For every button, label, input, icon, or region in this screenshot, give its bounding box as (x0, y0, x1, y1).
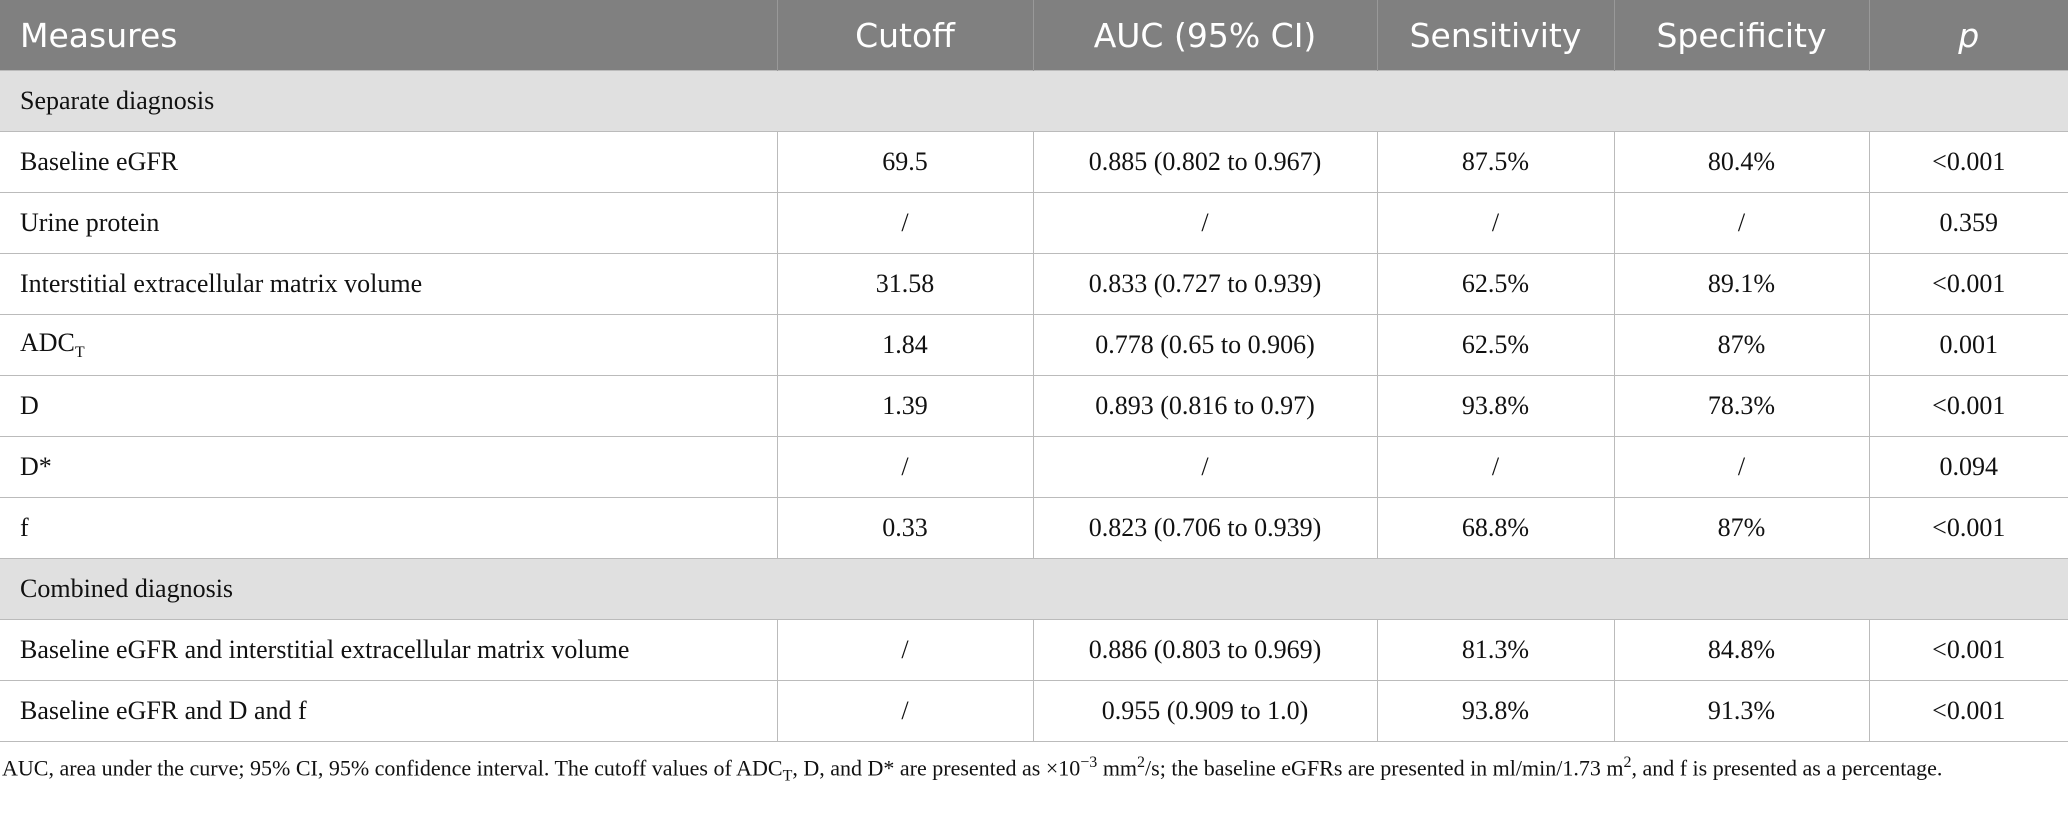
cell: ADCT (0, 314, 778, 376)
cell: 0.886 (0.803 to 0.969) (1032, 619, 1378, 681)
data-row: Interstitial extracellular matrix volume… (0, 253, 2068, 315)
header-cell: Specificity (1614, 0, 1870, 71)
cell: Urine protein (0, 192, 778, 254)
header-row: Measures Cutoff AUC (95% CI) Sensitivity Spe… (0, 0, 2068, 71)
cell: <0.001 (1868, 619, 2068, 681)
footnote-text: , D, and D* are presented as ×10 (792, 755, 1081, 781)
cell: <0.001 (1868, 253, 2068, 315)
cell: 91.3% (1613, 680, 1870, 742)
cell: 31.58 (776, 253, 1034, 315)
cell: 69.5 (776, 131, 1034, 193)
cell: D* (0, 436, 778, 498)
cell: 93.8% (1376, 680, 1615, 742)
cell: / (1376, 192, 1615, 254)
footnote-sup: 2 (1137, 754, 1146, 771)
data-row: Baseline eGFR and interstitial extracell… (0, 619, 2068, 681)
cell: 80.4% (1613, 131, 1870, 193)
footnote-sup: 2 (1623, 754, 1632, 771)
cell: Baseline eGFR and interstitial extracell… (0, 619, 778, 681)
cell: 0.955 (0.909 to 1.0) (1032, 680, 1378, 742)
data-row: Urine protein / / //0.359 (0, 192, 2068, 254)
cell: / (1032, 192, 1378, 254)
cell: / (1376, 436, 1615, 498)
cell: <0.001 (1868, 680, 2068, 742)
section-title: Combined diagnosis (0, 558, 2068, 620)
cell: 0.33 (776, 497, 1034, 559)
cell: Baseline eGFR and D and f (0, 680, 778, 742)
header-cell: Cutoff (777, 0, 1034, 71)
data-row: ADCT 1.84 0.778 (0.65 to 0.906) 62.5% 87% 0.0… (0, 314, 2068, 376)
cell: 0.778 (0.65 to 0.906) (1032, 314, 1378, 376)
cell: 0.823 (0.706 to 0.939) (1032, 497, 1378, 559)
cell: 1.84 (776, 314, 1034, 376)
header-cell: p (1869, 0, 2068, 71)
data-row: D 1.39 0.893 (0.816 to 0.97) 93.8% 78.3% <0.0… (0, 375, 2068, 437)
cell: 0.001 (1868, 314, 2068, 376)
section-row: Combined diagnosis (0, 558, 2068, 620)
cell: 81.3% (1376, 619, 1615, 681)
data-row: Baseline eGFR 69.5 0.885 (0.802 to 0.967) 8… (0, 131, 2068, 193)
cell: Baseline eGFR (0, 131, 778, 193)
table-body: Separate diagnosis Baseline eGFR 69.5 0.885… (0, 70, 2068, 742)
cell: <0.001 (1868, 375, 2068, 437)
cell: D (0, 375, 778, 437)
cell: 87% (1613, 314, 1870, 376)
cell: / (776, 619, 1034, 681)
footnote: AUC, area under the curve; 95% CI, 95% c… (0, 742, 2068, 792)
cell: / (776, 436, 1034, 498)
cell: 1.39 (776, 375, 1034, 437)
cell: / (776, 192, 1034, 254)
cell: 62.5% (1376, 314, 1615, 376)
cell: <0.001 (1868, 131, 2068, 193)
cell: Interstitial extracellular matrix volume (0, 253, 778, 315)
cell: 87% (1613, 497, 1870, 559)
data-row: f 0.33 0.823 (0.706 to 0.939) 68.8% 87% <0.00… (0, 497, 2068, 559)
footnote-sub: T (782, 767, 793, 785)
cell: 78.3% (1613, 375, 1870, 437)
footnote-text: , and f is presented as a percentage. (1631, 755, 1943, 781)
cell: / (1613, 192, 1870, 254)
cell: <0.001 (1868, 497, 2068, 559)
cell: 89.1% (1613, 253, 1870, 315)
cell: / (776, 680, 1034, 742)
results-table: Measures Cutoff AUC (95% CI) Sensitivity Spe… (0, 0, 2068, 742)
cell: 62.5% (1376, 253, 1615, 315)
footnote-sup: −3 (1080, 754, 1098, 771)
cell: 0.359 (1868, 192, 2068, 254)
footnote-text: /s; the baseline eGFRs are presented in … (1145, 755, 1624, 781)
subscript: T (74, 344, 85, 362)
cell: 0.833 (0.727 to 0.939) (1032, 253, 1378, 315)
header-cell: Sensitivity (1377, 0, 1615, 71)
cell: / (1032, 436, 1378, 498)
cell: 0.094 (1868, 436, 2068, 498)
footnote-text: AUC, area under the curve; 95% CI, 95% c… (2, 755, 783, 781)
header-cell: AUC (95% CI) (1033, 0, 1378, 71)
section-row: Separate diagnosis (0, 70, 2068, 132)
header-cell: Measures (0, 0, 778, 71)
cell: 93.8% (1376, 375, 1615, 437)
data-row: Baseline eGFR and D and f/0.955 (0.909 t… (0, 680, 2068, 742)
cell: 84.8% (1613, 619, 1870, 681)
cell: 0.885 (0.802 to 0.967) (1032, 131, 1378, 193)
cell: 0.893 (0.816 to 0.97) (1032, 375, 1378, 437)
cell: f (0, 497, 778, 559)
cell: 87.5% (1376, 131, 1615, 193)
cell: / (1613, 436, 1870, 498)
section-title: Separate diagnosis (0, 70, 2068, 132)
footnote-text: mm (1097, 755, 1138, 781)
data-row: D* / / //0.094 (0, 436, 2068, 498)
cell-text: ADC (20, 327, 75, 357)
cell: 68.8% (1376, 497, 1615, 559)
